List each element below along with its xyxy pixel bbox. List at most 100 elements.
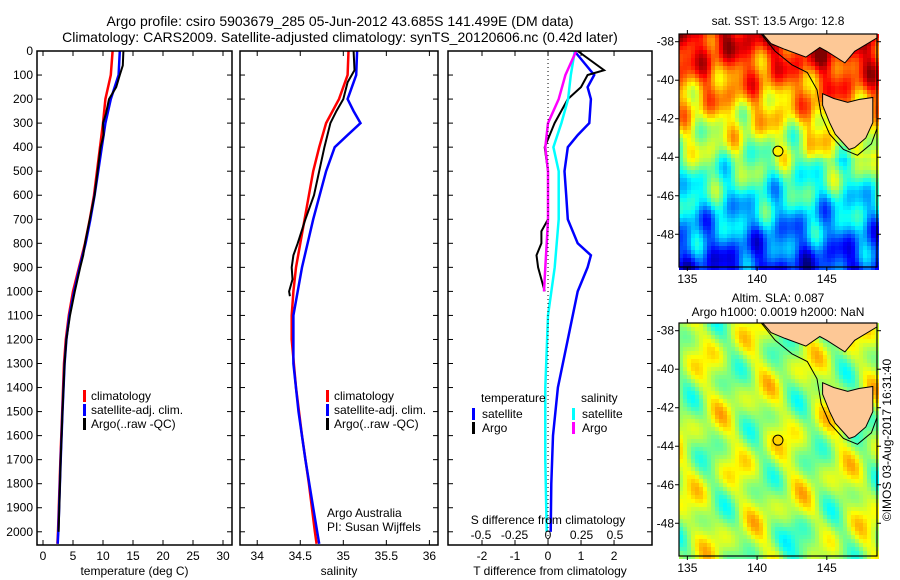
legend-label: Argo [482,421,508,435]
map-cell [759,126,763,130]
map-cell [783,214,787,218]
map-cell [755,106,759,110]
map-cell [711,435,715,439]
map-cell [807,110,811,114]
map-cell [803,262,807,266]
map-cell [783,463,787,467]
map-cell [851,166,855,170]
map-cell [699,423,703,427]
map-cell [747,74,751,78]
map-cell [775,451,779,455]
map-cell [771,531,775,535]
map-cell [771,174,775,178]
map-cell [743,351,747,355]
map-cell [819,138,823,142]
map-cell [723,427,727,431]
map-cell [735,431,739,435]
map-cell [783,130,787,134]
map-cell [703,158,707,162]
map-cell [771,499,775,503]
map-cell [799,238,803,242]
map-cell [759,431,763,435]
map-cell [863,226,867,230]
map-cell [715,130,719,134]
map-cell [803,190,807,194]
map-cell [691,38,695,42]
map-cell [747,90,751,94]
map-cell [711,507,715,511]
map-cell [799,138,803,142]
x2-tick-label: -0.5 [471,528,492,542]
map-cell [731,130,735,134]
map-cell [783,523,787,527]
map-cell [791,178,795,182]
map-cell [759,34,763,38]
map-cell [835,222,839,226]
map-cell [691,335,695,339]
map-cell [763,254,767,258]
map-cell [687,475,691,479]
map-cell [847,230,851,234]
map-cell [731,42,735,46]
map-cell [775,351,779,355]
map-cell [851,222,855,226]
map-cell [827,186,831,190]
map-cell [695,218,699,222]
map-cell [787,118,791,122]
map-cell [839,174,843,178]
map-cell [735,555,739,559]
map-cell [863,174,867,178]
map-cell [839,154,843,158]
map-cell [763,218,767,222]
map-cell [691,487,695,491]
map-cell [763,431,767,435]
map-cell [695,499,699,503]
map-cell [767,499,771,503]
map-cell [691,539,695,543]
map-cell [723,323,727,327]
legend-swatch [572,408,575,420]
map-cell [771,134,775,138]
map-cell [691,142,695,146]
map-cell [751,535,755,539]
map-cell [699,459,703,463]
map-cell [855,194,859,198]
map-cell [707,423,711,427]
map-cell [759,495,763,499]
map-cell [747,262,751,266]
map-cell [695,475,699,479]
map-cell [695,118,699,122]
map-cell [707,471,711,475]
map-cell [783,495,787,499]
map-cell [711,106,715,110]
map-cell [783,511,787,515]
map-cell [719,38,723,42]
map-cell [691,479,695,483]
map-cell [695,222,699,226]
map-cell [859,222,863,226]
map-cell [759,50,763,54]
map-cell [691,351,695,355]
map-cell [699,343,703,347]
map-cell [723,327,727,331]
map-cell [823,202,827,206]
map-cell [679,455,683,459]
map-cell [703,162,707,166]
x-tick-label: -1 [510,549,521,563]
map-cell [791,399,795,403]
map-cell [679,50,683,54]
map-cell [743,451,747,455]
map-cell [711,82,715,86]
map-cell [715,46,719,50]
map-cell [787,431,791,435]
map-cell [695,194,699,198]
map-cell [771,491,775,495]
map-cell [751,547,755,551]
map-cell [767,146,771,150]
map-cell [755,439,759,443]
map-cell [815,254,819,258]
map-cell [739,262,743,266]
map-cell [679,266,683,270]
map-cell [679,487,683,491]
map-cell [751,447,755,451]
